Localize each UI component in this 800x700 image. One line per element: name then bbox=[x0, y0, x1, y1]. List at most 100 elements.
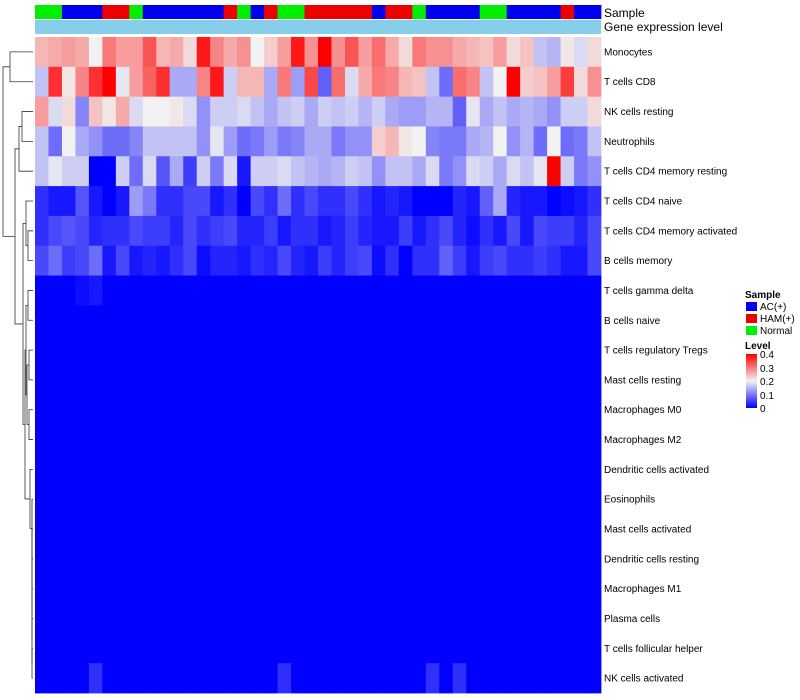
heatmap-cell bbox=[547, 335, 561, 366]
heatmap-cell bbox=[61, 305, 76, 336]
heatmap-cell bbox=[88, 37, 103, 68]
heatmap-cell bbox=[318, 245, 332, 276]
heatmap-cell bbox=[291, 215, 305, 247]
heatmap-cell bbox=[291, 66, 305, 98]
heatmap-cell bbox=[506, 305, 521, 336]
heatmap-cell bbox=[35, 394, 49, 426]
heatmap-cell bbox=[304, 126, 319, 157]
heatmap-cell bbox=[452, 335, 467, 366]
heatmap-cell bbox=[102, 66, 117, 98]
heatmap-cell bbox=[331, 156, 346, 187]
heatmap-cell bbox=[560, 275, 575, 306]
heatmap-cell bbox=[142, 484, 157, 515]
heatmap-cell bbox=[385, 305, 400, 336]
heatmap-cell bbox=[223, 573, 238, 604]
heatmap-cell bbox=[102, 365, 117, 396]
heatmap-cell bbox=[425, 663, 440, 694]
heatmap-cell bbox=[318, 66, 332, 98]
heatmap-cell bbox=[344, 215, 359, 247]
heatmap-cell bbox=[196, 484, 211, 515]
heatmap-cell bbox=[560, 215, 575, 247]
heatmap-cell bbox=[102, 186, 117, 217]
heatmap-cell bbox=[102, 275, 117, 306]
heatmap-cell bbox=[587, 484, 602, 515]
heatmap-cell bbox=[48, 126, 63, 157]
dendrogram-branch bbox=[31, 647, 33, 679]
heatmap-cell bbox=[371, 394, 386, 426]
heatmap-cell bbox=[88, 245, 103, 276]
heatmap-cell bbox=[560, 365, 575, 396]
heatmap-cell bbox=[35, 215, 49, 247]
heatmap-cell bbox=[223, 335, 238, 366]
heatmap-cell bbox=[479, 394, 494, 426]
heatmap-cell bbox=[291, 424, 305, 455]
dendrogram-branch bbox=[14, 148, 23, 325]
heatmap-cell bbox=[102, 96, 117, 127]
sample-annotation-cell bbox=[385, 5, 400, 19]
heatmap-cell bbox=[223, 603, 238, 634]
heatmap-cell bbox=[304, 663, 319, 694]
heatmap-cell bbox=[115, 186, 130, 217]
heatmap-cell bbox=[425, 186, 440, 217]
heatmap-cell bbox=[169, 454, 184, 485]
heatmap-cell bbox=[358, 603, 373, 634]
heatmap-cell bbox=[35, 514, 49, 545]
heatmap-cell bbox=[183, 543, 198, 575]
heatmap-cell bbox=[493, 603, 508, 634]
heatmap-cell bbox=[115, 96, 130, 127]
heatmap-cell bbox=[344, 365, 359, 396]
heatmap-cell bbox=[574, 663, 588, 694]
heatmap-cell bbox=[48, 543, 63, 575]
heatmap-cell bbox=[560, 96, 575, 127]
legend-level-colorbar bbox=[746, 354, 757, 408]
heatmap-cell bbox=[425, 156, 440, 187]
heatmap-cell bbox=[385, 633, 400, 664]
heatmap-cell bbox=[129, 126, 144, 157]
heatmap-cell bbox=[237, 633, 252, 664]
heatmap-cell bbox=[452, 215, 467, 247]
heatmap-cell bbox=[439, 484, 454, 515]
heatmap-cell bbox=[156, 394, 171, 426]
sample-annotation-cell bbox=[520, 5, 535, 19]
heatmap-cell bbox=[277, 66, 292, 98]
heatmap-cell bbox=[560, 484, 575, 515]
heatmap-cell bbox=[412, 633, 427, 664]
heatmap-cell bbox=[412, 305, 427, 336]
heatmap-cell bbox=[61, 663, 76, 694]
expression-annotation-bar bbox=[35, 20, 601, 34]
heatmap-cell bbox=[560, 603, 575, 634]
heatmap-cell bbox=[533, 424, 548, 455]
heatmap-cell bbox=[506, 633, 521, 664]
heatmap-cell bbox=[560, 37, 575, 68]
heatmap-cell bbox=[587, 96, 602, 127]
heatmap-cell bbox=[250, 663, 265, 694]
heatmap-cell bbox=[466, 126, 481, 157]
heatmap-cell bbox=[493, 514, 508, 545]
heatmap-cell bbox=[75, 37, 90, 68]
heatmap-cell bbox=[35, 186, 49, 217]
heatmap-cell bbox=[129, 424, 144, 455]
sample-annotation-cell bbox=[88, 5, 103, 19]
heatmap-cell bbox=[88, 96, 103, 127]
heatmap-cell bbox=[75, 305, 90, 336]
heatmap-cell bbox=[156, 215, 171, 247]
heatmap-cell bbox=[210, 305, 225, 336]
heatmap-cell bbox=[331, 275, 346, 306]
heatmap-cell bbox=[196, 335, 211, 366]
heatmap-cell bbox=[250, 454, 265, 485]
heatmap-cell bbox=[75, 454, 90, 485]
heatmap-cell bbox=[196, 543, 211, 575]
heatmap-cell bbox=[479, 37, 494, 68]
heatmap-cell bbox=[574, 335, 588, 366]
heatmap-cell bbox=[250, 126, 265, 157]
heatmap-cell bbox=[291, 603, 305, 634]
heatmap-cell bbox=[547, 245, 561, 276]
heatmap-cell bbox=[506, 156, 521, 187]
heatmap-cell bbox=[250, 573, 265, 604]
heatmap-cell bbox=[587, 365, 602, 396]
heatmap-cell bbox=[237, 215, 252, 247]
dendrogram-branch bbox=[27, 230, 33, 262]
heatmap-cell bbox=[452, 454, 467, 485]
heatmap-cell bbox=[425, 514, 440, 545]
heatmap-cell bbox=[196, 573, 211, 604]
